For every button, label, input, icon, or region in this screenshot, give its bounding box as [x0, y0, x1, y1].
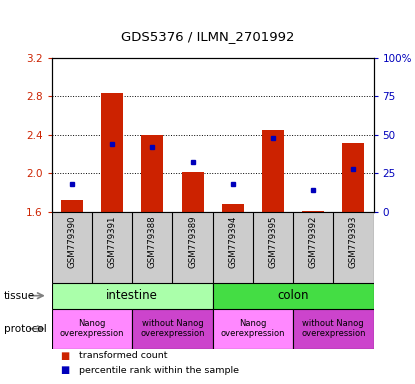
Bar — [52, 212, 92, 283]
Text: GSM779394: GSM779394 — [228, 215, 237, 268]
Bar — [52, 309, 132, 349]
Bar — [293, 212, 333, 283]
Bar — [213, 309, 293, 349]
Bar — [293, 309, 374, 349]
Text: GSM779388: GSM779388 — [148, 215, 157, 268]
Bar — [213, 212, 253, 283]
Text: colon: colon — [277, 289, 309, 302]
Text: GSM779395: GSM779395 — [269, 215, 278, 268]
Bar — [132, 212, 173, 283]
Bar — [173, 212, 213, 283]
Text: GSM779393: GSM779393 — [349, 215, 358, 268]
Text: GDS5376 / ILMN_2701992: GDS5376 / ILMN_2701992 — [121, 30, 294, 43]
Text: percentile rank within the sample: percentile rank within the sample — [79, 366, 239, 375]
Text: GSM779389: GSM779389 — [188, 215, 197, 268]
Bar — [132, 309, 213, 349]
Text: ■: ■ — [60, 365, 69, 375]
Bar — [253, 212, 293, 283]
Bar — [222, 204, 244, 212]
Bar — [333, 212, 374, 283]
Text: intestine: intestine — [106, 289, 158, 302]
Bar — [213, 283, 374, 309]
Text: protocol: protocol — [4, 324, 47, 334]
Text: Nanog
overexpression: Nanog overexpression — [221, 319, 285, 338]
Bar — [342, 144, 364, 212]
Bar — [181, 172, 204, 212]
Bar — [101, 93, 123, 212]
Text: GSM779391: GSM779391 — [107, 215, 117, 268]
Bar — [92, 212, 132, 283]
Bar — [142, 135, 164, 212]
Bar — [61, 200, 83, 212]
Bar — [302, 210, 324, 212]
Bar — [52, 283, 213, 309]
Text: Nanog
overexpression: Nanog overexpression — [60, 319, 124, 338]
Bar — [262, 130, 284, 212]
Text: tissue: tissue — [4, 291, 35, 301]
Text: without Nanog
overexpression: without Nanog overexpression — [301, 319, 366, 338]
Text: transformed count: transformed count — [79, 351, 167, 360]
Text: without Nanog
overexpression: without Nanog overexpression — [140, 319, 205, 338]
Text: GSM779390: GSM779390 — [68, 215, 76, 268]
Text: ■: ■ — [60, 351, 69, 361]
Text: GSM779392: GSM779392 — [309, 215, 318, 268]
